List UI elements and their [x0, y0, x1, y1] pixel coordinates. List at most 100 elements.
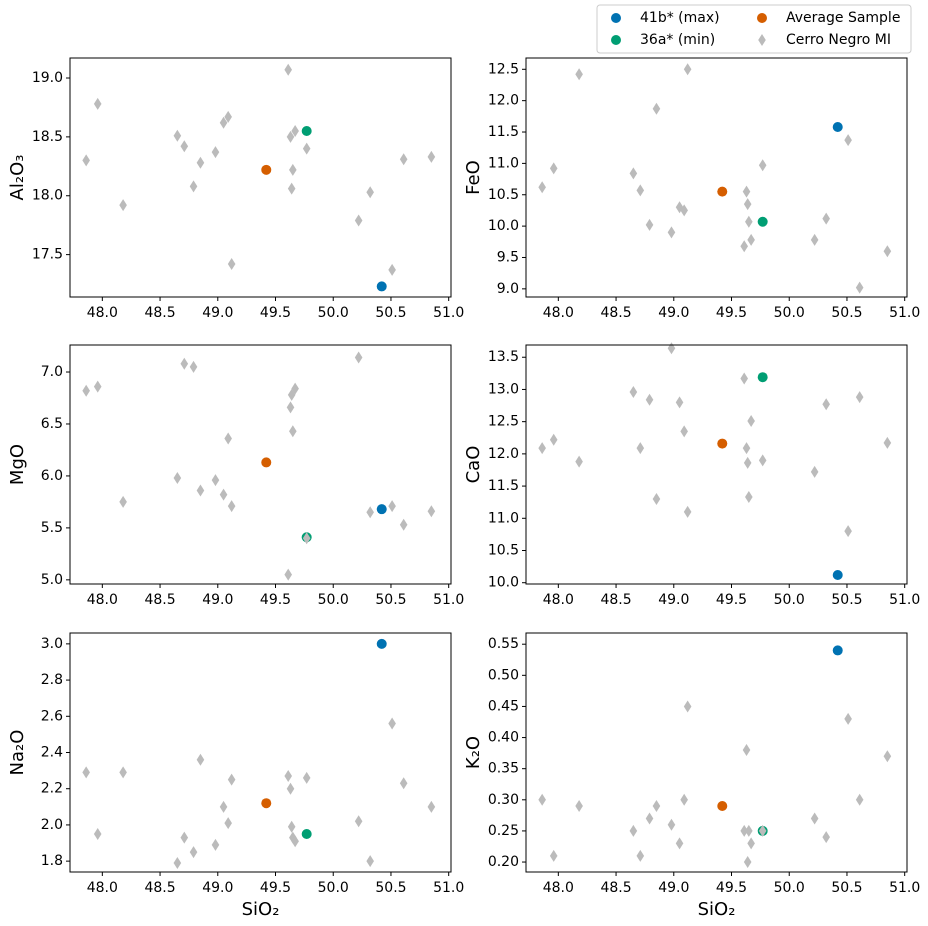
- y-tick-label: 10.0: [488, 218, 519, 234]
- diamond-marker: [629, 824, 638, 837]
- diamond-marker: [745, 491, 753, 504]
- diamond-marker: [822, 831, 830, 844]
- diamond-marker: [743, 198, 752, 211]
- diamond-marker: [667, 226, 676, 239]
- x-tick-label: 49.5: [260, 305, 291, 321]
- y-tick-label: 5.0: [41, 572, 63, 588]
- diamond-marker: [667, 818, 676, 831]
- diamond-marker: [291, 124, 299, 137]
- diamond-marker: [427, 150, 436, 163]
- x-tick-label: 48.0: [87, 880, 118, 896]
- diamond-marker: [680, 793, 688, 806]
- x-tick-label: 49.0: [202, 305, 233, 321]
- circle-marker: [832, 569, 843, 580]
- y-tick-label: 10.5: [488, 187, 519, 203]
- diamond-marker: [180, 140, 189, 153]
- diamond-marker: [173, 472, 182, 485]
- x-tick-label: 51.0: [889, 592, 920, 608]
- diamond-marker: [399, 777, 408, 790]
- y-tick-label: 12.0: [488, 93, 519, 109]
- circle-marker: [832, 645, 843, 656]
- legend-label: 41b* (max): [640, 10, 720, 26]
- subplot: 48.0 48.5 49.0 49.5 50.0 50.5 51.0 10.0 10.5 11.0…: [463, 342, 920, 608]
- x-tick-label: 49.0: [658, 880, 689, 896]
- diamond-marker: [680, 425, 688, 438]
- x-tick-label: 49.5: [716, 592, 747, 608]
- diamond-marker: [822, 398, 830, 411]
- diamond-marker: [855, 391, 864, 404]
- diamond-marker: [758, 34, 766, 46]
- diamond-marker: [82, 766, 90, 779]
- y-axis-label: K₂O: [463, 736, 484, 769]
- x-tick-label: 48.5: [144, 592, 175, 608]
- x-tick-label: 50.0: [774, 592, 805, 608]
- diamond-marker: [629, 167, 638, 180]
- y-tick-label: 10.0: [488, 575, 519, 591]
- subplot: 48.0 48.5 49.0 49.5 50.0 50.5 51.0 9.0 9.5 10.0 10…: [463, 57, 920, 321]
- y-tick-label: 0.45: [488, 698, 519, 714]
- diamond-marker: [93, 827, 102, 840]
- x-tick-label: 50.5: [831, 592, 862, 608]
- x-tick-label: 50.5: [375, 880, 406, 896]
- y-tick-label: 0.25: [488, 823, 519, 839]
- diamond-marker: [549, 849, 558, 862]
- axes-frame: [525, 57, 908, 298]
- y-axis-label: CaO: [463, 446, 484, 484]
- y-tick-label: 11.5: [488, 478, 519, 494]
- x-tick-label: 48.5: [144, 305, 175, 321]
- circle-marker: [301, 125, 312, 136]
- y-tick-label: 3.0: [41, 636, 63, 652]
- y-axis-label: MgO: [7, 444, 28, 485]
- diamond-marker: [366, 506, 374, 519]
- x-axis-label: SiO₂: [242, 899, 280, 920]
- diamond-marker: [119, 766, 127, 779]
- subplot: 48.0 48.5 49.0 49.5 50.0 50.5 51.0 0.20 0.25 0.30…: [463, 632, 920, 920]
- diamond-marker: [683, 63, 692, 76]
- diamond-marker: [211, 146, 220, 159]
- y-tick-label: 9.5: [497, 249, 519, 265]
- diamond-marker: [636, 849, 645, 862]
- diamond-marker: [549, 162, 558, 175]
- circle-marker: [611, 35, 621, 45]
- diamond-marker: [758, 454, 767, 467]
- diamond-marker: [388, 263, 396, 276]
- y-tick-label: 0.30: [488, 792, 519, 808]
- diamond-marker: [680, 204, 688, 217]
- diamond-marker: [810, 465, 819, 478]
- x-axis-label: SiO₂: [698, 899, 736, 920]
- y-tick-label: 11.0: [488, 155, 519, 171]
- x-tick-label: 51.0: [889, 880, 920, 896]
- diamond-marker: [844, 712, 852, 725]
- y-tick-label: 10.5: [488, 543, 519, 559]
- x-tick-label: 49.0: [202, 880, 233, 896]
- circle-marker: [376, 638, 387, 649]
- diamond-marker: [683, 700, 692, 713]
- diamond-marker: [224, 432, 232, 445]
- diamond-marker: [538, 793, 546, 806]
- x-tick-label: 50.5: [375, 305, 406, 321]
- diamond-marker: [82, 384, 90, 397]
- diamond-marker: [289, 425, 297, 438]
- diamond-marker: [302, 142, 311, 155]
- y-tick-label: 6.0: [41, 468, 63, 484]
- x-tick-label: 49.5: [260, 880, 291, 896]
- diamond-marker: [844, 525, 852, 538]
- diamond-marker: [683, 505, 692, 518]
- y-tick-label: 11.5: [488, 124, 519, 140]
- circle-marker: [757, 372, 768, 383]
- diamond-marker: [743, 456, 752, 469]
- diamond-marker: [219, 488, 228, 501]
- diamond-marker: [427, 800, 436, 813]
- diamond-marker: [196, 753, 205, 766]
- y-tick-label: 18.5: [32, 129, 63, 145]
- x-tick-label: 50.0: [774, 880, 805, 896]
- diamond-marker: [822, 212, 830, 225]
- circle-marker: [261, 798, 272, 809]
- x-tick-label: 50.0: [774, 305, 805, 321]
- circle-marker: [611, 13, 621, 23]
- y-tick-label: 2.0: [41, 817, 63, 833]
- x-tick-label: 51.0: [433, 305, 464, 321]
- diamond-marker: [289, 163, 297, 176]
- diamond-marker: [189, 846, 198, 859]
- x-tick-label: 51.0: [889, 305, 920, 321]
